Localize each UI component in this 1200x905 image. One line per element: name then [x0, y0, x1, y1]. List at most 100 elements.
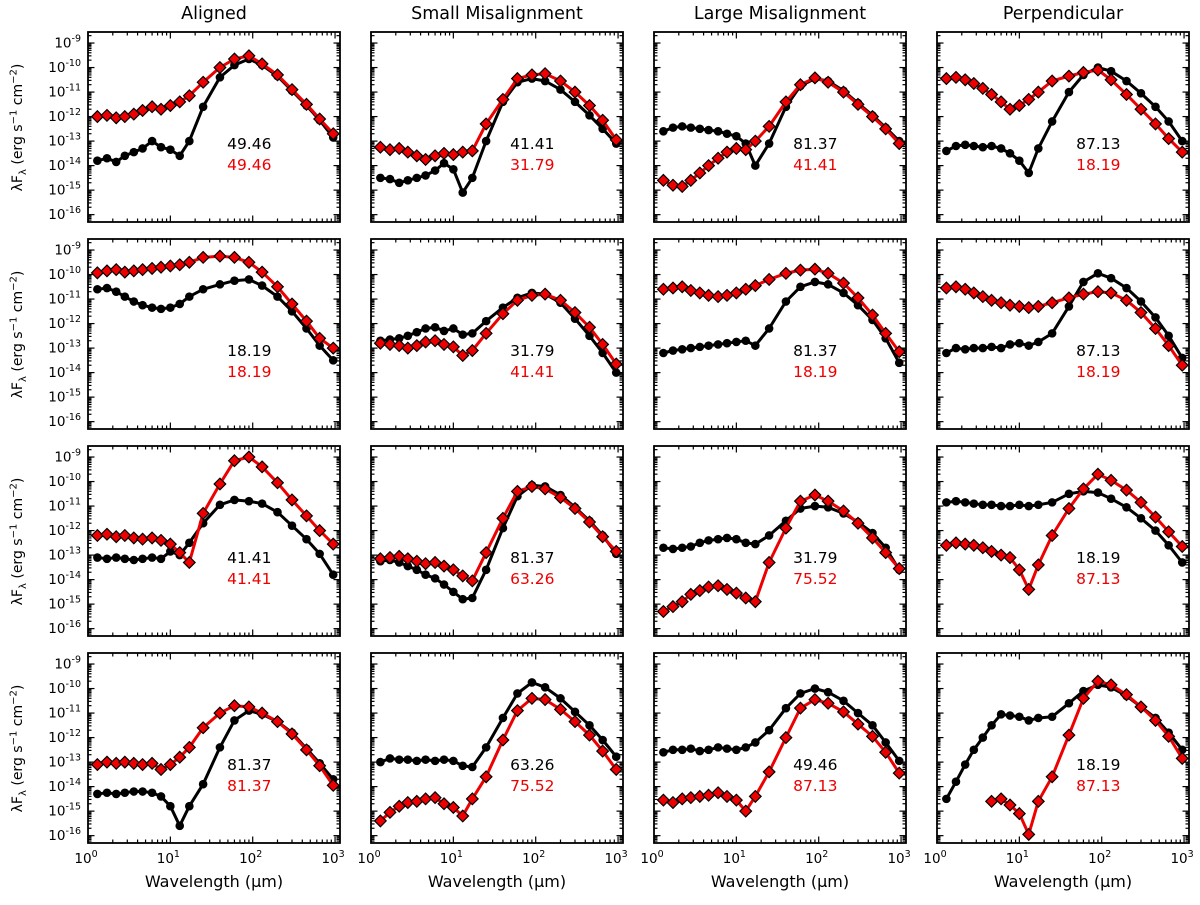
circle-marker — [704, 341, 713, 350]
circle-marker — [713, 126, 723, 136]
circle-marker — [273, 507, 282, 517]
circle-marker — [1106, 273, 1116, 283]
diamond-marker — [100, 527, 114, 541]
series-black-circles — [376, 678, 621, 772]
x-tick-label: 102 — [805, 849, 828, 867]
diamond-marker — [242, 450, 256, 464]
circle-marker — [394, 333, 404, 343]
y-tick-label: 10-12 — [48, 314, 81, 332]
sed-panel-r1c0: 10-9 10-10 10-11 10-12 10-13 10-14 10-15 10-16 1… — [48, 238, 341, 430]
circle-marker — [540, 76, 550, 86]
diamond-marker — [701, 288, 716, 303]
series-red-diamonds — [656, 488, 906, 619]
diamond-marker — [446, 800, 461, 815]
diamond-marker — [213, 60, 227, 75]
circle-marker — [1047, 498, 1057, 507]
circle-marker — [1024, 716, 1034, 725]
circle-marker — [695, 538, 705, 548]
circle-marker — [1047, 329, 1057, 338]
circle-marker — [1064, 489, 1074, 499]
sed-panel-r3c2: 100 101 102 103 49.46 87.13 — [640, 652, 911, 867]
diamond-marker — [984, 87, 999, 102]
diamond-marker — [182, 89, 196, 103]
y-tick-label: 10-11 — [48, 496, 81, 514]
circle-marker — [978, 343, 988, 353]
diamond-marker — [836, 504, 851, 518]
circle-marker — [230, 716, 239, 725]
diamond-marker — [821, 494, 835, 508]
circle-marker — [951, 343, 961, 353]
diamond-marker — [1175, 145, 1189, 159]
annotation-red-value: 41.41 — [793, 156, 837, 174]
circle-marker — [764, 531, 774, 540]
diamond-marker — [242, 49, 256, 63]
diamond-marker — [196, 75, 210, 89]
diamond-marker — [1003, 102, 1017, 116]
diamond-marker — [1134, 495, 1148, 510]
circle-marker — [230, 276, 239, 285]
sed-panel-r1c3: 87.13 18.19 — [936, 238, 1190, 430]
circle-marker — [1164, 540, 1173, 550]
circle-marker — [421, 324, 430, 333]
circle-marker — [987, 721, 996, 730]
diamond-marker — [1076, 65, 1091, 80]
diamond-marker — [609, 544, 623, 559]
annotation-black-value: 18.19 — [1076, 549, 1120, 567]
diamond-marker — [568, 501, 582, 516]
panel-frame — [936, 445, 1190, 637]
circle-marker — [513, 689, 522, 698]
circle-marker — [175, 821, 185, 831]
diamond-marker — [313, 331, 327, 345]
circle-marker — [138, 787, 147, 796]
circle-marker — [449, 587, 458, 597]
circle-marker — [960, 498, 970, 507]
circle-marker — [704, 125, 713, 135]
diamond-marker — [865, 531, 880, 545]
circle-marker — [1047, 712, 1057, 722]
diamond-marker — [808, 692, 822, 707]
circle-marker — [942, 146, 951, 156]
circle-marker — [215, 500, 225, 510]
circle-marker — [129, 147, 139, 157]
y-tick-label: 10-15 — [48, 181, 81, 199]
circle-marker — [198, 284, 208, 294]
circle-marker — [185, 136, 194, 146]
diamond-marker — [958, 282, 972, 296]
y-tick-label: 10-15 — [48, 595, 81, 613]
circle-marker — [449, 756, 458, 766]
circle-marker — [481, 565, 491, 575]
circle-marker — [403, 331, 413, 341]
diamond-marker — [538, 482, 552, 496]
y-tick-label: 10-12 — [48, 728, 81, 746]
circle-marker — [257, 281, 267, 290]
circle-marker — [942, 348, 951, 358]
circle-marker — [823, 687, 833, 697]
circle-marker — [102, 283, 112, 293]
diamond-marker — [525, 288, 539, 303]
diamond-marker — [326, 778, 340, 793]
diamond-marker — [821, 266, 835, 280]
diamond-marker — [383, 337, 397, 352]
circle-marker — [498, 713, 508, 723]
circle-marker — [147, 553, 157, 562]
circle-marker — [764, 324, 774, 333]
diamond-marker — [313, 112, 327, 126]
diamond-marker — [779, 95, 793, 109]
panel-frame — [653, 238, 907, 430]
diamond-marker — [1162, 338, 1176, 353]
diamond-marker — [1031, 85, 1045, 99]
diamond-marker — [958, 537, 972, 551]
circle-marker — [732, 337, 741, 347]
diamond-marker — [1062, 501, 1076, 516]
diamond-marker — [1119, 688, 1134, 702]
diamond-marker — [145, 756, 159, 770]
circle-marker — [120, 292, 130, 301]
diamond-marker — [821, 696, 835, 710]
circle-marker — [764, 139, 774, 148]
diamond-marker — [213, 477, 227, 491]
circle-marker — [611, 368, 621, 377]
circle-marker — [853, 300, 863, 310]
panel-frame — [87, 31, 341, 223]
diamond-marker — [285, 82, 299, 97]
